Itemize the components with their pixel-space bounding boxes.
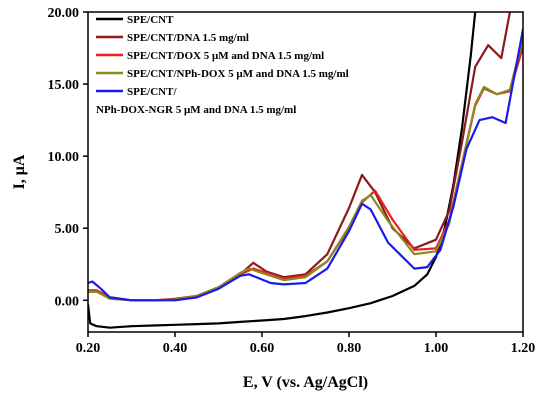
y-tick-label: 10.00 bbox=[48, 150, 80, 165]
tick-layer: 0.20 0.40 0.60 0.80 1.00 1.20 0.00 5.00 10.00 15.… bbox=[48, 6, 536, 356]
y-tick-label: 20.00 bbox=[48, 6, 80, 21]
y-tick-label: 5.00 bbox=[55, 222, 80, 237]
series-line-5 bbox=[88, 28, 523, 302]
x-tick-label: 0.40 bbox=[163, 341, 188, 356]
x-tick-label: 0.20 bbox=[76, 341, 101, 356]
x-tick-label: 0.60 bbox=[250, 341, 275, 356]
series-layer bbox=[88, 12, 523, 329]
legend-label-1: SPE/CNT bbox=[127, 14, 174, 26]
x-tick-label: 1.00 bbox=[424, 341, 449, 356]
plot-frame bbox=[87, 11, 524, 333]
legend-label-5: SPE/CNT/ bbox=[127, 86, 177, 98]
legend-label-2: SPE/CNT/DNA 1.5 mg/ml bbox=[127, 32, 249, 44]
y-axis-title: I, μA bbox=[11, 154, 28, 189]
legend-label-4: SPE/CNT/NPh-DOX 5 μM and DNA 1.5 mg/ml bbox=[127, 68, 349, 80]
x-axis-title: E, V (vs. Ag/AgCl) bbox=[243, 374, 368, 391]
series-line-3 bbox=[88, 45, 523, 302]
y-tick-label: 0.00 bbox=[55, 294, 80, 309]
legend: SPE/CNT SPE/CNT/DNA 1.5 mg/ml SPE/CNT/DOX … bbox=[96, 14, 349, 116]
legend-label-3: SPE/CNT/DOX 5 μM and DNA 1.5 mg/ml bbox=[127, 50, 324, 62]
x-tick-label: 1.20 bbox=[511, 341, 536, 356]
legend-label-5-cont: NPh-DOX-NGR 5 μM and DNA 1.5 mg/ml bbox=[96, 104, 296, 116]
y-tick-label: 15.00 bbox=[48, 78, 80, 93]
x-tick-label: 0.80 bbox=[337, 341, 362, 356]
